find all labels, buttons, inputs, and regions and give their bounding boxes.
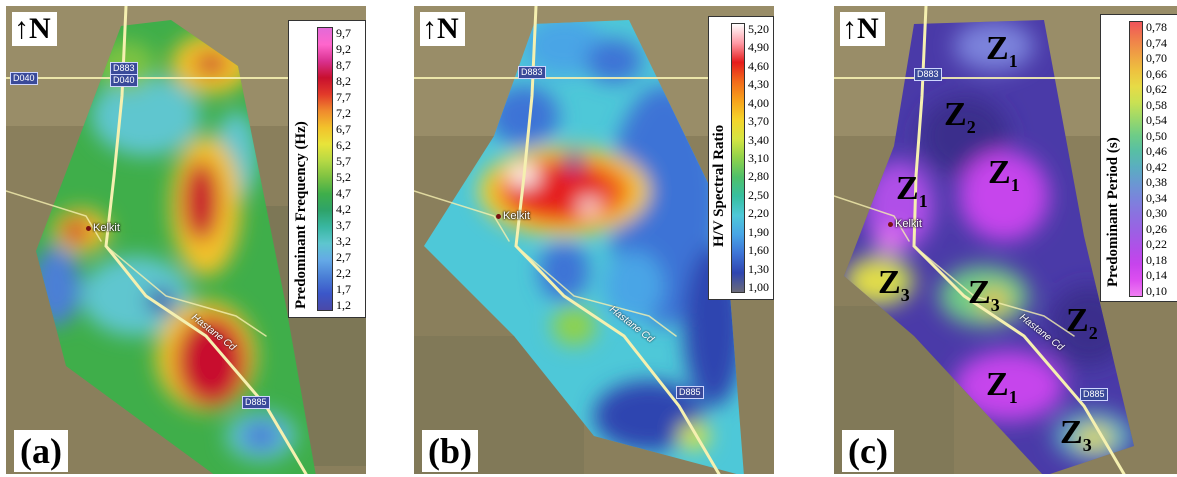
north-arrow-icon: ↑ xyxy=(842,12,857,45)
legend-tick-label: 1,7 xyxy=(336,282,351,296)
road-label-d040: D040 xyxy=(10,72,38,85)
legend-tick-label: 2,80 xyxy=(748,169,769,184)
north-label: N xyxy=(29,12,51,45)
legend-tick-label: 4,2 xyxy=(336,202,351,216)
panel-hv-spectral-ratio: ↑N D883 D885 Kelkit Hastane Cd H/V Spect… xyxy=(414,6,774,474)
legend-tick-label: 0,38 xyxy=(1146,175,1167,190)
legend-tick-label: 3,2 xyxy=(336,234,351,248)
hv-ratio-map xyxy=(414,6,774,474)
town-label: Kelkit xyxy=(888,218,922,230)
legend-tick-label: 8,7 xyxy=(336,58,351,72)
zone-label: Z2 xyxy=(944,96,976,137)
legend-tick-label: 5,20 xyxy=(748,22,769,36)
legend-tick-label: 0,62 xyxy=(1146,82,1167,97)
road-label-d885: D885 xyxy=(1080,388,1108,401)
legend-tick-label: 4,7 xyxy=(336,186,351,200)
legend-tick-label: 3,10 xyxy=(748,151,769,165)
legend-tick-label: 4,90 xyxy=(748,40,769,55)
legend-tick-label: 0,30 xyxy=(1146,206,1167,221)
legend-tick-label: 0,46 xyxy=(1146,144,1167,159)
legend-tick-label: 0,74 xyxy=(1146,35,1167,50)
legend-tick-label: 0,42 xyxy=(1146,159,1167,174)
panel-label: (c) xyxy=(842,430,894,472)
legend-tick-label: 4,60 xyxy=(748,58,769,73)
legend-colorbar xyxy=(1129,21,1143,297)
legend-tick-label: 9,2 xyxy=(336,42,351,56)
north-arrow-icon: ↑ xyxy=(422,12,437,45)
frequency-legend: Predominant Frequency (Hz) 9,7 9,2 8,7 8,2 7… xyxy=(288,20,366,318)
hv-ratio-legend: H/V Spectral Ratio 5,20 4,90 4,60 4,30 4,00 3… xyxy=(708,16,774,300)
legend-tick-label: 9,7 xyxy=(336,26,351,40)
road-label-d883: D883 xyxy=(518,66,546,79)
north-arrow: ↑N xyxy=(840,12,885,46)
legend-tick-label: 8,2 xyxy=(336,74,351,88)
zone-label: Z3 xyxy=(1060,414,1092,455)
north-arrow-icon: ↑ xyxy=(14,12,29,45)
town-marker-icon xyxy=(888,222,893,227)
town-label: Kelkit xyxy=(86,222,120,234)
legend-tick-label: 3,40 xyxy=(748,132,769,147)
legend-colorbar xyxy=(731,23,745,293)
panel-label: (a) xyxy=(14,430,68,472)
zone-label: Z1 xyxy=(986,366,1018,407)
legend-tick-label: 2,50 xyxy=(748,187,769,202)
legend-tick-label: 3,7 xyxy=(336,218,351,232)
panel-label: (b) xyxy=(422,430,478,472)
legend-tick-label: 0,58 xyxy=(1146,97,1167,112)
road-label-d883: D883 xyxy=(914,68,942,81)
legend-tick-label: 0,54 xyxy=(1146,113,1167,128)
legend-tick-label: 0,10 xyxy=(1146,284,1167,298)
legend-tick-label: 0,18 xyxy=(1146,252,1167,267)
legend-tick-label: 1,90 xyxy=(748,224,769,239)
north-arrow: ↑N xyxy=(420,12,465,46)
legend-tick-label: 4,00 xyxy=(748,95,769,110)
legend-tick-label: 2,20 xyxy=(748,206,769,221)
legend-title: Predominant Period (s) xyxy=(1105,137,1121,287)
panel-predominant-frequency: ↑N D040 D883 D040 D885 Kelkit Hastane Cd… xyxy=(6,6,366,474)
zone-label: Z2 xyxy=(1066,302,1098,343)
north-arrow: ↑N xyxy=(12,12,57,46)
panel-predominant-period: ↑N D883 D885 Kelkit Hastane Cd Z1 Z2 Z1 … xyxy=(834,6,1177,474)
town-marker-icon xyxy=(86,226,91,231)
period-legend: Predominant Period (s) 0,78 0,74 0,70 0,66 0… xyxy=(1100,14,1177,302)
north-label: N xyxy=(437,12,459,45)
legend-tick-label: 0,70 xyxy=(1146,51,1167,66)
town-label: Kelkit xyxy=(496,210,530,222)
legend-tick-label: 2,7 xyxy=(336,250,351,264)
north-label: N xyxy=(857,12,879,45)
road-label-d040-junction: D040 xyxy=(110,74,138,87)
hv-ratio-surface xyxy=(424,20,744,474)
legend-tick-label: 2,2 xyxy=(336,266,351,280)
legend-tick-label: 1,2 xyxy=(336,298,351,312)
legend-tick-label: 0,50 xyxy=(1146,128,1167,143)
road-label-d885: D885 xyxy=(676,386,704,399)
legend-tick-label: 7,7 xyxy=(336,90,351,104)
legend-tick-label: 0,66 xyxy=(1146,66,1167,81)
legend-tick-label: 6,7 xyxy=(336,122,351,136)
legend-tick-label: 7,2 xyxy=(336,106,351,120)
zone-label: Z1 xyxy=(896,170,928,211)
road-label-d885: D885 xyxy=(242,396,270,409)
legend-tick-label: 5,2 xyxy=(336,170,351,184)
zone-label: Z1 xyxy=(988,154,1020,195)
legend-tick-label: 0,34 xyxy=(1146,190,1167,205)
legend-tick-label: 4,30 xyxy=(748,77,769,92)
zone-label: Z1 xyxy=(986,30,1018,71)
town-marker-icon xyxy=(496,214,501,219)
legend-title: H/V Spectral Ratio xyxy=(711,124,727,247)
legend-tick-label: 5,7 xyxy=(336,154,351,168)
legend-colorbar xyxy=(317,27,333,311)
legend-tick-label: 0,22 xyxy=(1146,237,1167,252)
zone-label: Z3 xyxy=(878,264,910,305)
legend-tick-label: 6,2 xyxy=(336,138,351,152)
zone-label: Z3 xyxy=(968,274,1000,315)
legend-tick-label: 3,70 xyxy=(748,114,769,129)
legend-tick-label: 1,00 xyxy=(748,280,769,294)
legend-title: Predominant Frequency (Hz) xyxy=(293,121,309,309)
legend-tick-label: 1,60 xyxy=(748,243,769,258)
legend-tick-label: 0,78 xyxy=(1146,20,1167,34)
legend-tick-label: 0,14 xyxy=(1146,268,1167,283)
legend-tick-label: 0,26 xyxy=(1146,221,1167,236)
legend-tick-label: 1,30 xyxy=(748,261,769,276)
